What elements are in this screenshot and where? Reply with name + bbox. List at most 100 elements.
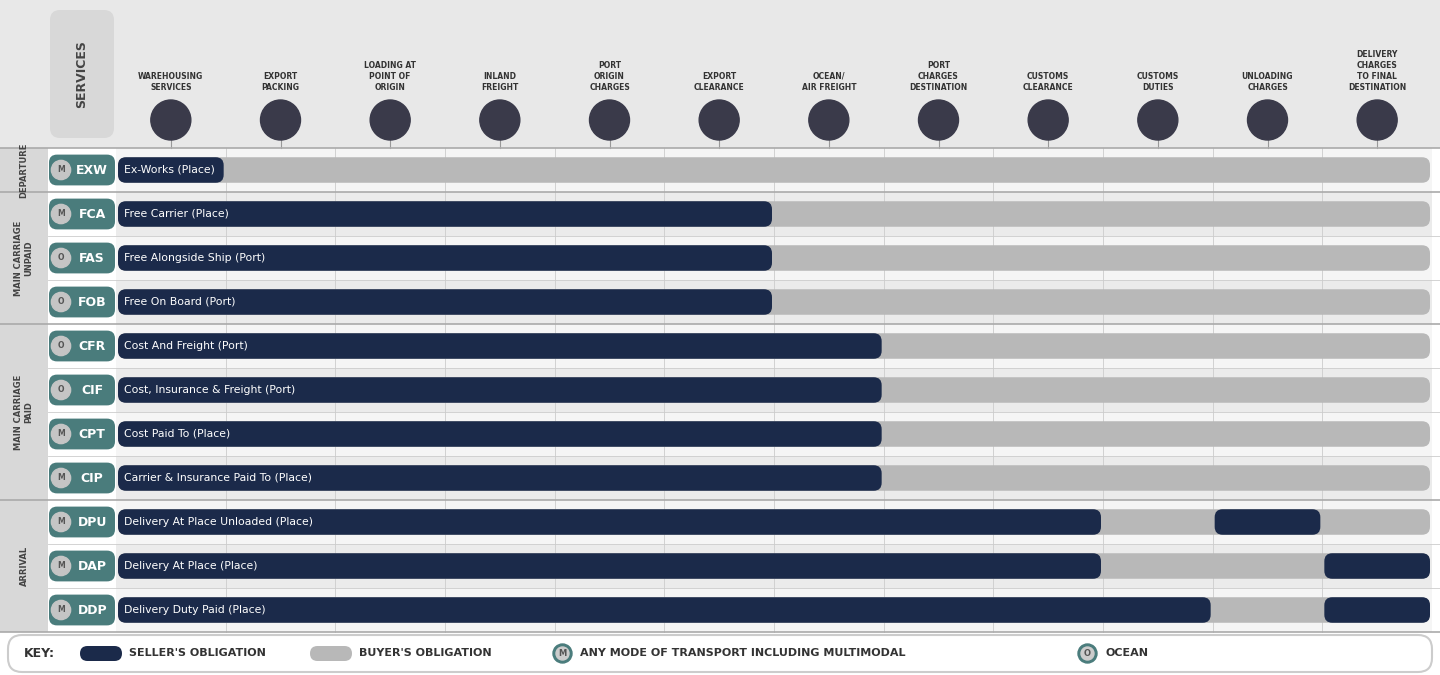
FancyBboxPatch shape — [118, 597, 1211, 623]
Text: Delivery At Place (Place): Delivery At Place (Place) — [124, 561, 258, 571]
FancyBboxPatch shape — [118, 465, 1430, 491]
Circle shape — [809, 100, 848, 140]
Text: M: M — [559, 649, 566, 658]
FancyBboxPatch shape — [310, 646, 351, 661]
Circle shape — [52, 161, 71, 180]
Circle shape — [52, 600, 71, 620]
FancyBboxPatch shape — [118, 290, 772, 315]
Text: Free On Board (Port): Free On Board (Port) — [124, 297, 236, 307]
Text: M: M — [58, 165, 65, 175]
Bar — [117, 456, 1431, 500]
Circle shape — [480, 100, 520, 140]
Text: CFR: CFR — [79, 340, 105, 352]
Text: PORT
CHARGES
DESTINATION: PORT CHARGES DESTINATION — [910, 61, 968, 92]
Text: SERVICES: SERVICES — [75, 40, 88, 108]
Text: M: M — [58, 605, 65, 614]
Text: M: M — [58, 473, 65, 483]
Text: OCEAN: OCEAN — [1104, 649, 1148, 659]
Text: Delivery Duty Paid (Place): Delivery Duty Paid (Place) — [124, 605, 265, 615]
Text: Cost, Insurance & Freight (Port): Cost, Insurance & Freight (Port) — [124, 385, 295, 395]
Text: Free Carrier (Place): Free Carrier (Place) — [124, 209, 229, 219]
Bar — [117, 148, 1431, 192]
Text: M: M — [58, 562, 65, 570]
Circle shape — [1079, 644, 1097, 663]
Text: DEPARTURE: DEPARTURE — [20, 142, 29, 198]
FancyBboxPatch shape — [118, 157, 223, 183]
Text: Ex-Works (Place): Ex-Works (Place) — [124, 165, 215, 175]
FancyBboxPatch shape — [118, 157, 1430, 183]
Circle shape — [52, 336, 71, 356]
FancyBboxPatch shape — [118, 245, 772, 271]
Text: CUSTOMS
CLEARANCE: CUSTOMS CLEARANCE — [1022, 72, 1074, 92]
Bar — [0, 0, 1440, 148]
Circle shape — [553, 644, 572, 663]
Circle shape — [1138, 100, 1178, 140]
FancyBboxPatch shape — [118, 290, 1430, 315]
Text: Cost And Freight (Port): Cost And Freight (Port) — [124, 341, 248, 351]
Text: KEY:: KEY: — [24, 647, 55, 660]
FancyBboxPatch shape — [118, 597, 1430, 623]
Text: O: O — [58, 342, 65, 350]
Text: ARRIVAL: ARRIVAL — [20, 546, 29, 586]
Circle shape — [52, 381, 71, 400]
Text: BUYER'S OBLIGATION: BUYER'S OBLIGATION — [359, 649, 491, 659]
Text: CIP: CIP — [81, 472, 104, 485]
FancyBboxPatch shape — [118, 245, 1430, 271]
Text: ANY MODE OF TRANSPORT INCLUDING MULTIMODAL: ANY MODE OF TRANSPORT INCLUDING MULTIMOD… — [580, 649, 906, 659]
Circle shape — [1081, 647, 1094, 660]
FancyBboxPatch shape — [118, 554, 1102, 578]
Text: DPU: DPU — [78, 516, 107, 529]
FancyBboxPatch shape — [118, 421, 1430, 447]
Bar — [117, 192, 1431, 236]
Circle shape — [52, 205, 71, 223]
Text: MAIN CARRIAGE
PAID: MAIN CARRIAGE PAID — [14, 375, 33, 450]
FancyBboxPatch shape — [118, 421, 881, 447]
Circle shape — [1356, 100, 1397, 140]
FancyBboxPatch shape — [49, 462, 115, 493]
Text: OCEAN/
AIR FREIGHT: OCEAN/ AIR FREIGHT — [802, 72, 857, 92]
Bar — [0, 192, 48, 324]
Text: O: O — [1084, 649, 1092, 658]
FancyBboxPatch shape — [49, 375, 115, 406]
FancyBboxPatch shape — [49, 155, 115, 186]
Text: M: M — [58, 209, 65, 219]
FancyBboxPatch shape — [1325, 554, 1430, 578]
Text: O: O — [58, 385, 65, 394]
FancyBboxPatch shape — [49, 418, 115, 450]
Bar — [0, 148, 48, 192]
Circle shape — [52, 556, 71, 576]
Circle shape — [556, 647, 569, 660]
Text: M: M — [58, 518, 65, 526]
Circle shape — [52, 248, 71, 267]
FancyBboxPatch shape — [49, 198, 115, 230]
Text: O: O — [58, 254, 65, 263]
Text: M: M — [58, 429, 65, 439]
Text: EXW: EXW — [76, 163, 108, 176]
Text: DDP: DDP — [78, 603, 107, 616]
FancyBboxPatch shape — [81, 646, 122, 661]
Bar — [117, 544, 1431, 588]
FancyBboxPatch shape — [118, 333, 881, 358]
Bar — [0, 324, 48, 500]
Text: Cost Paid To (Place): Cost Paid To (Place) — [124, 429, 230, 439]
Text: INLAND
FREIGHT: INLAND FREIGHT — [481, 72, 518, 92]
Circle shape — [52, 425, 71, 443]
Bar — [117, 588, 1431, 632]
Text: FAS: FAS — [79, 252, 105, 265]
FancyBboxPatch shape — [49, 331, 115, 361]
Circle shape — [52, 468, 71, 487]
Text: UNLOADING
CHARGES: UNLOADING CHARGES — [1241, 72, 1293, 92]
Circle shape — [151, 100, 192, 140]
Text: EXPORT
CLEARANCE: EXPORT CLEARANCE — [694, 72, 744, 92]
Text: WAREHOUSING
SERVICES: WAREHOUSING SERVICES — [138, 72, 203, 92]
Text: FOB: FOB — [78, 296, 107, 308]
Bar — [117, 324, 1431, 368]
FancyBboxPatch shape — [118, 554, 1430, 578]
Text: MAIN CARRIAGE
UNPAID: MAIN CARRIAGE UNPAID — [14, 220, 33, 296]
Circle shape — [370, 100, 410, 140]
Bar — [0, 500, 48, 632]
Circle shape — [52, 292, 71, 312]
FancyBboxPatch shape — [49, 507, 115, 537]
Bar — [117, 368, 1431, 412]
Bar — [117, 280, 1431, 324]
